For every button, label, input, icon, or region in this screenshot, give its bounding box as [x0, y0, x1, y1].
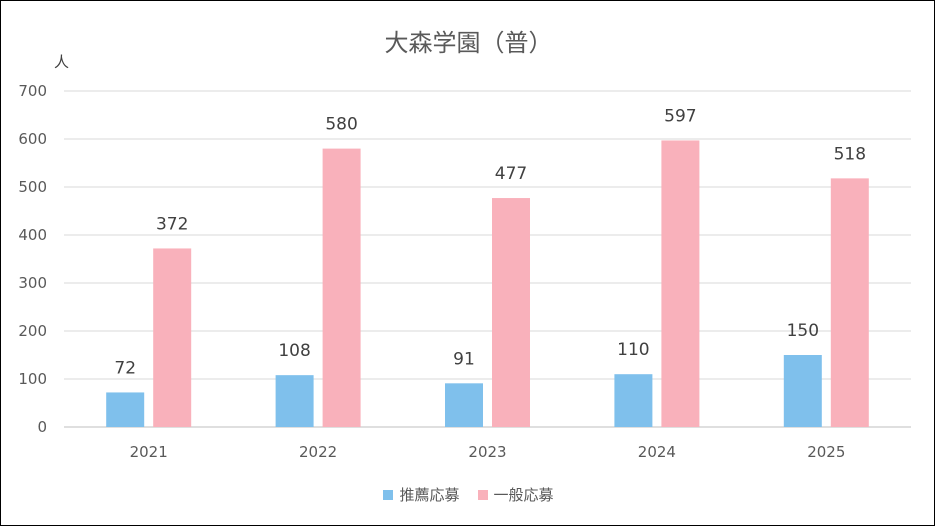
bar-2023-series-2 [492, 198, 530, 427]
data-label: 91 [453, 349, 475, 369]
y-tick-label: 0 [37, 418, 47, 436]
y-tick-label: 400 [18, 226, 47, 244]
y-tick-label: 200 [18, 322, 47, 340]
legend: 推薦応募 一般応募 [1, 484, 935, 505]
y-tick-label: 300 [18, 274, 47, 292]
legend-item-series-2: 一般応募 [477, 484, 554, 505]
bar-2024-series-2 [661, 140, 700, 427]
x-tick-label: 2025 [807, 443, 845, 461]
legend-label: 一般応募 [493, 486, 554, 504]
legend-swatch [383, 489, 394, 500]
bar-2021-series-1 [106, 392, 145, 427]
data-label: 72 [114, 358, 136, 378]
data-label: 580 [325, 115, 357, 135]
x-tick-label: 2022 [299, 443, 337, 461]
bar-2024-series-1 [614, 374, 653, 427]
legend-swatch [477, 489, 488, 500]
bar-2021-series-2 [153, 248, 192, 427]
legend-item-series-1: 推薦応募 [383, 484, 460, 505]
data-label: 477 [495, 164, 527, 184]
x-tick-label: 2023 [468, 443, 506, 461]
x-tick-label: 2024 [638, 443, 676, 461]
legend-label: 推薦応募 [399, 486, 460, 504]
bar-2022-series-2 [322, 148, 361, 427]
data-label: 372 [156, 214, 188, 234]
bar-2023-series-1 [445, 383, 483, 427]
bar-2025-series-2 [830, 178, 869, 427]
y-tick-label: 700 [18, 82, 47, 100]
chart-title: 大森学園（普） [384, 29, 553, 57]
y-tick-label: 500 [18, 178, 47, 196]
data-label: 150 [787, 321, 819, 341]
data-label: 108 [278, 341, 310, 361]
y-tick-label: 600 [18, 130, 47, 148]
bar-2022-series-1 [275, 375, 314, 427]
data-label: 110 [617, 340, 649, 360]
y-axis-unit-label: 人 [54, 53, 70, 71]
x-tick-label: 2021 [130, 443, 168, 461]
bar-2025-series-1 [783, 355, 822, 427]
data-label: 597 [664, 106, 696, 126]
y-tick-label: 100 [18, 370, 47, 388]
data-label: 518 [834, 144, 866, 164]
